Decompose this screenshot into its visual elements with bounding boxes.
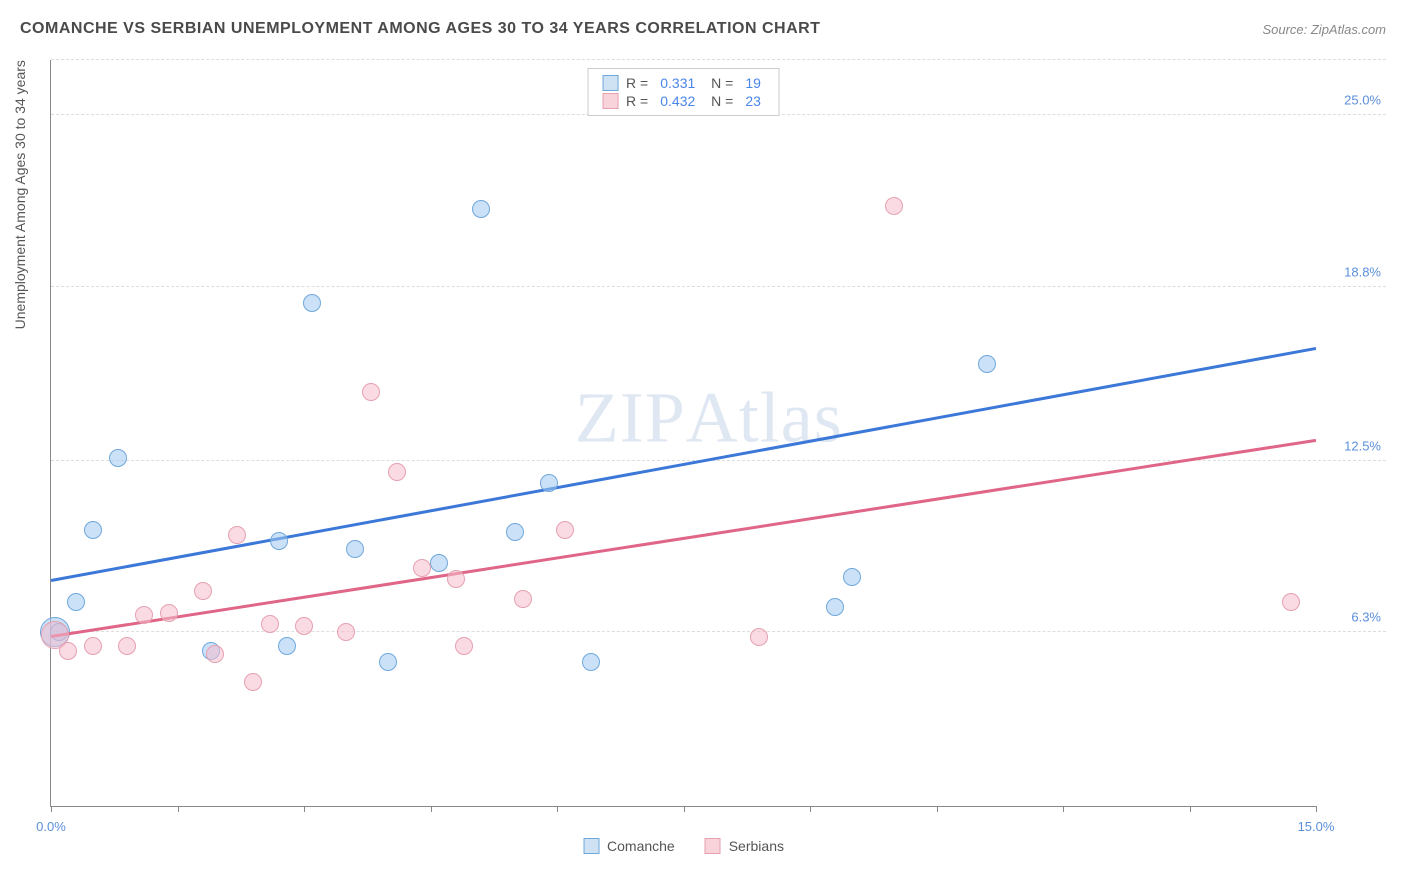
gridline	[51, 59, 1386, 60]
data-point-comanche	[379, 653, 397, 671]
r-value: 0.432	[660, 93, 695, 109]
data-point-comanche	[84, 521, 102, 539]
data-point-comanche	[303, 294, 321, 312]
legend-swatch-comanche	[583, 838, 599, 854]
data-point-serbians	[261, 615, 279, 633]
data-point-serbians	[388, 463, 406, 481]
series-legend-item: Comanche	[583, 838, 675, 854]
legend-swatch-comanche	[602, 75, 618, 91]
legend-label: Comanche	[607, 838, 675, 854]
x-tick	[51, 806, 52, 812]
r-value: 0.331	[660, 75, 695, 91]
data-point-serbians	[337, 623, 355, 641]
r-label: R =	[626, 93, 648, 109]
data-point-comanche	[346, 540, 364, 558]
x-tick	[937, 806, 938, 812]
data-point-serbians	[885, 197, 903, 215]
data-point-serbians	[455, 637, 473, 655]
legend-label: Serbians	[729, 838, 784, 854]
data-point-comanche	[472, 200, 490, 218]
watermark: ZIPAtlas	[575, 377, 843, 460]
data-point-serbians	[194, 582, 212, 600]
chart-header: COMANCHE VS SERBIAN UNEMPLOYMENT AMONG A…	[20, 20, 1386, 38]
data-point-serbians	[135, 606, 153, 624]
x-tick	[810, 806, 811, 812]
y-tick-label: 12.5%	[1344, 438, 1381, 453]
correlation-legend-row: R = 0.331 N = 19	[602, 75, 765, 91]
data-point-comanche	[843, 568, 861, 586]
data-point-comanche	[978, 355, 996, 373]
y-tick-label: 6.3%	[1351, 609, 1381, 624]
chart-title: COMANCHE VS SERBIAN UNEMPLOYMENT AMONG A…	[20, 20, 820, 38]
r-label: R =	[626, 75, 648, 91]
data-point-serbians	[362, 383, 380, 401]
data-point-serbians	[514, 590, 532, 608]
series-legend-item: Serbians	[705, 838, 784, 854]
data-point-serbians	[295, 617, 313, 635]
data-point-serbians	[244, 673, 262, 691]
data-point-comanche	[67, 593, 85, 611]
y-tick-label: 25.0%	[1344, 93, 1381, 108]
n-label: N =	[707, 75, 733, 91]
n-value: 19	[745, 75, 761, 91]
legend-swatch-serbians	[705, 838, 721, 854]
gridline	[51, 286, 1386, 287]
legend-swatch-serbians	[602, 93, 618, 109]
x-tick	[557, 806, 558, 812]
plot-area: ZIPAtlas R = 0.331 N = 19 R = 0.432 N = …	[50, 60, 1316, 807]
trendline-comanche	[51, 347, 1316, 582]
data-point-serbians	[1282, 593, 1300, 611]
data-point-serbians	[160, 604, 178, 622]
x-tick	[1316, 806, 1317, 812]
data-point-serbians	[84, 637, 102, 655]
data-point-serbians	[413, 559, 431, 577]
x-tick	[1063, 806, 1064, 812]
data-point-comanche	[540, 474, 558, 492]
data-point-comanche	[582, 653, 600, 671]
data-point-comanche	[270, 532, 288, 550]
data-point-serbians	[59, 642, 77, 660]
y-tick-label: 18.8%	[1344, 264, 1381, 279]
n-value: 23	[745, 93, 761, 109]
data-point-comanche	[109, 449, 127, 467]
data-point-serbians	[206, 645, 224, 663]
data-point-comanche	[826, 598, 844, 616]
x-tick-label: 0.0%	[36, 819, 66, 834]
x-tick	[684, 806, 685, 812]
data-point-comanche	[506, 523, 524, 541]
chart-source: Source: ZipAtlas.com	[1262, 22, 1386, 37]
x-tick	[431, 806, 432, 812]
x-tick	[178, 806, 179, 812]
data-point-serbians	[750, 628, 768, 646]
gridline	[51, 631, 1386, 632]
correlation-legend-row: R = 0.432 N = 23	[602, 93, 765, 109]
x-tick-label: 15.0%	[1298, 819, 1335, 834]
chart-container: Unemployment Among Ages 30 to 34 years Z…	[50, 50, 1386, 862]
data-point-serbians	[556, 521, 574, 539]
x-tick	[304, 806, 305, 812]
y-axis-label: Unemployment Among Ages 30 to 34 years	[12, 60, 28, 329]
x-tick	[1190, 806, 1191, 812]
n-label: N =	[707, 93, 733, 109]
data-point-serbians	[228, 526, 246, 544]
data-point-comanche	[278, 637, 296, 655]
correlation-legend: R = 0.331 N = 19 R = 0.432 N = 23	[587, 68, 780, 116]
data-point-serbians	[118, 637, 136, 655]
series-legend: Comanche Serbians	[583, 838, 784, 854]
data-point-comanche	[430, 554, 448, 572]
data-point-serbians	[447, 570, 465, 588]
